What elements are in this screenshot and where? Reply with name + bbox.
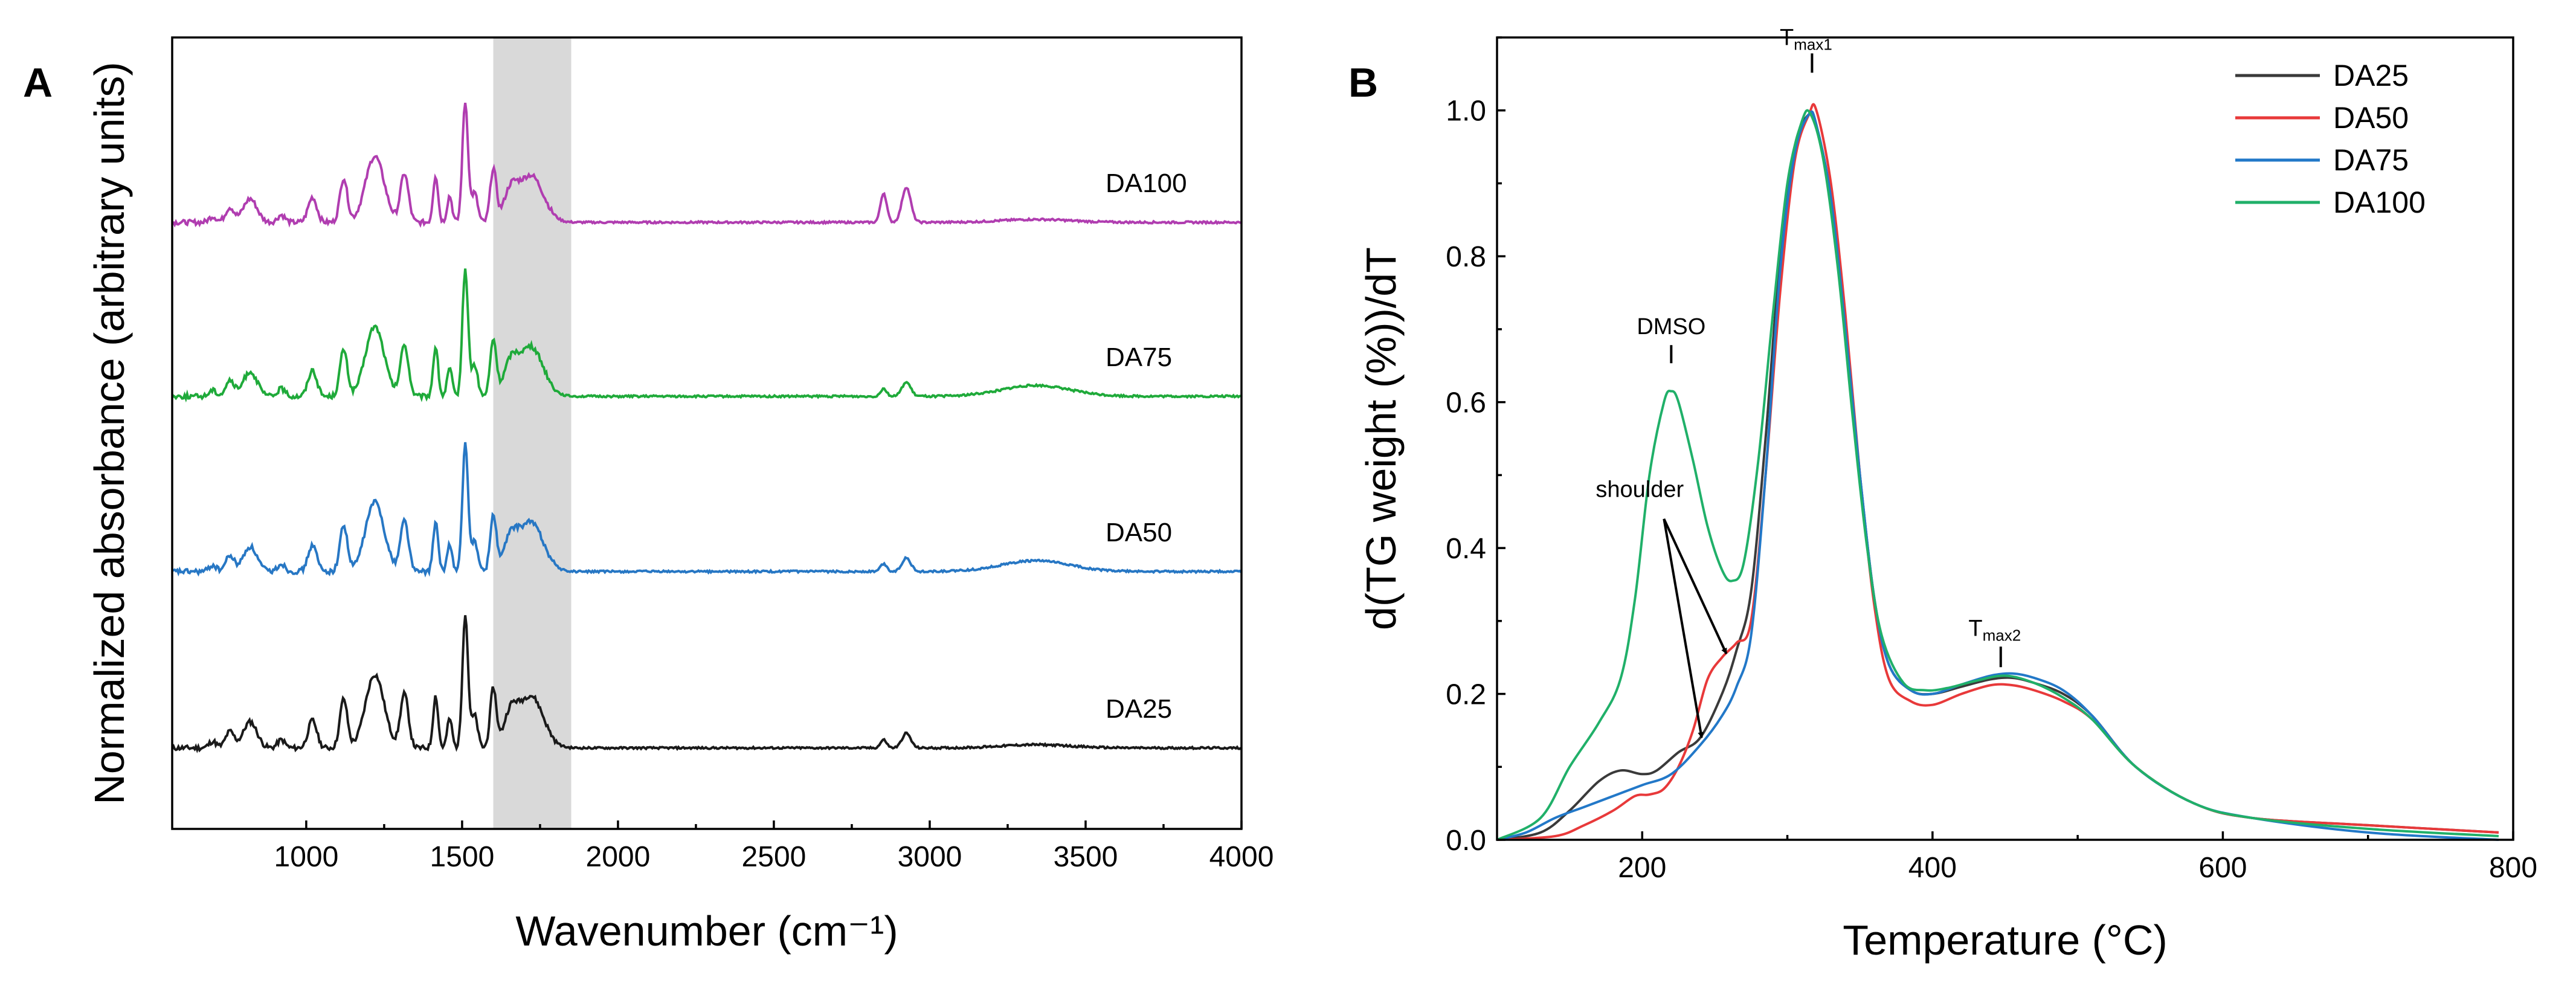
x-tick-label-a: 4000 bbox=[1209, 841, 1274, 873]
y-tick-label-b: 0.2 bbox=[1446, 679, 1486, 711]
spectrum-line-da100 bbox=[172, 102, 1241, 228]
shoulder-label: shoulder bbox=[1596, 477, 1684, 503]
plot-frame-a bbox=[171, 36, 1243, 830]
spectrum-line-da25 bbox=[171, 615, 1242, 753]
series-label-da50: DA50 bbox=[1106, 518, 1172, 547]
dtg-line-da25 bbox=[1496, 111, 2499, 841]
y-tick-label-b: 1.0 bbox=[1446, 95, 1486, 127]
legend: DA25 DA50 DA75 DA100 bbox=[2235, 59, 2426, 219]
x-axis-label-a: Wavenumber (cm⁻¹) bbox=[515, 907, 898, 955]
svg-text:Tmax1: Tmax1 bbox=[1780, 25, 1832, 53]
legend-label-da75: DA75 bbox=[2333, 143, 2409, 177]
x-tick-label-a: 2500 bbox=[742, 841, 807, 873]
spectrum-line-da75 bbox=[171, 268, 1241, 403]
plot-frame-b bbox=[1496, 36, 2514, 841]
y-tick-label-b: 0.4 bbox=[1446, 533, 1486, 565]
y-axis-label-b: d(TG weight (%))/dT bbox=[1357, 247, 1405, 630]
x-axis-label-b: Temperature (°C) bbox=[1843, 917, 2168, 964]
x-axis-ticks-a: 1000 1500 2000 2500 3000 3500 4000 bbox=[274, 820, 1274, 873]
x-tick-label-a: 3000 bbox=[898, 841, 962, 873]
shoulder-arrow-2 bbox=[1663, 518, 1704, 738]
series-label-da75: DA75 bbox=[1106, 343, 1172, 372]
x-tick-label-b: 600 bbox=[2198, 852, 2247, 884]
y-tick-label-b: 0.6 bbox=[1446, 387, 1486, 419]
y-axis-ticks-b: 0.0 0.2 0.4 0.6 0.8 1.0 bbox=[1446, 36, 1505, 857]
tmax1-sub: max1 bbox=[1794, 35, 1832, 53]
svg-text:Tmax2: Tmax2 bbox=[1968, 616, 2021, 644]
dtg-lines bbox=[1496, 103, 2499, 841]
y-tick-label-b: 0.0 bbox=[1446, 825, 1486, 857]
series-label-da25: DA25 bbox=[1106, 694, 1172, 724]
x-tick-label-a: 2000 bbox=[586, 841, 651, 873]
tmax1-main: T bbox=[1780, 25, 1794, 50]
annotation-tmax2: Tmax2 bbox=[1968, 616, 2021, 668]
annotation-shoulder: shoulder bbox=[1596, 477, 1728, 738]
panel-a-spectra: DA25 DA50 DA75 DA100 1000 1500 2000 2500 3000 35… bbox=[86, 36, 1274, 955]
series-labels: DA25 DA50 DA75 DA100 bbox=[1106, 169, 1187, 724]
x-tick-label-a: 3500 bbox=[1054, 841, 1118, 873]
shoulder-arrow-1 bbox=[1663, 518, 1728, 655]
dtg-line-da100 bbox=[1496, 109, 2499, 841]
panel-b-dtg: 200 400 600 800 0.0 0.2 0.4 0.6 0.8 1.0 Temperat… bbox=[1357, 25, 2537, 964]
shaded-region bbox=[493, 37, 572, 829]
x-axis-ticks-b: 200 400 600 800 bbox=[1618, 831, 2537, 884]
tmax2-sub: max2 bbox=[1983, 626, 2021, 644]
x-tick-label-a: 1000 bbox=[274, 841, 339, 873]
x-tick-label-b: 400 bbox=[1908, 852, 1957, 884]
spectrum-line-da50 bbox=[171, 442, 1242, 578]
tmax2-main: T bbox=[1968, 616, 1982, 641]
series-label-da100: DA100 bbox=[1106, 169, 1187, 198]
spectra-lines bbox=[171, 102, 1242, 753]
x-tick-label-a: 1500 bbox=[430, 841, 495, 873]
dtg-line-da75 bbox=[1496, 110, 2499, 841]
legend-label-da50: DA50 bbox=[2333, 101, 2409, 135]
legend-label-da25: DA25 bbox=[2333, 59, 2409, 92]
y-tick-label-b: 0.8 bbox=[1446, 241, 1486, 273]
x-tick-label-b: 200 bbox=[1618, 852, 1666, 884]
annotation-tmax1: Tmax1 bbox=[1780, 25, 1832, 73]
dmso-label: DMSO bbox=[1637, 314, 1705, 340]
x-tick-label-b: 800 bbox=[2489, 852, 2537, 884]
panel-label-a: A bbox=[23, 60, 53, 106]
panel-label-b: B bbox=[1348, 60, 1378, 106]
annotation-dmso: DMSO bbox=[1637, 314, 1705, 364]
y-axis-label-a: Normalized absorbance (arbitrary units) bbox=[86, 62, 133, 804]
legend-label-da100: DA100 bbox=[2333, 185, 2426, 219]
